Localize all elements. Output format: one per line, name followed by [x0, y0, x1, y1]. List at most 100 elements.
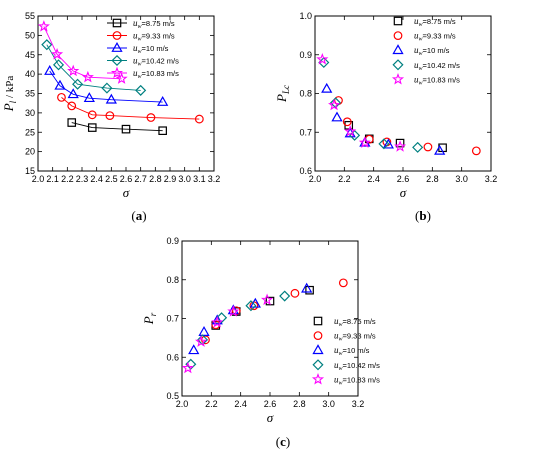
- panel-caption: (b): [415, 208, 431, 223]
- data-point: [261, 293, 274, 306]
- y-tick-label: 40: [25, 69, 35, 79]
- data-point: [279, 290, 291, 302]
- legend-symbol: u: [334, 360, 339, 370]
- legend-subscript: w: [339, 337, 343, 343]
- plot-frame: [314, 15, 492, 172]
- series-5: [181, 293, 274, 374]
- y-tick-label: 45: [25, 50, 35, 60]
- data-point: [181, 361, 194, 374]
- legend-marker: [112, 18, 122, 28]
- x-tick-label: 2.8: [426, 174, 439, 184]
- data-point: [290, 288, 300, 298]
- data-point: [57, 92, 66, 102]
- legend-item: uw=10 m/s: [392, 44, 450, 57]
- legend-subscript: w: [339, 322, 343, 328]
- legend-value: =10.83 m/s: [142, 69, 180, 78]
- caption-letter: b: [419, 208, 426, 223]
- x-tick-label: 2.0: [176, 399, 189, 409]
- data-point: [198, 326, 210, 336]
- caption-close: ): [427, 208, 431, 223]
- series-line: [71, 122, 163, 132]
- legend-item: uw=10.83 m/s: [391, 73, 460, 86]
- data-point: [87, 110, 97, 120]
- data-point: [52, 59, 65, 71]
- legend-subscript: w: [138, 24, 142, 30]
- series-2: [201, 278, 348, 345]
- x-tick-label: 2.2: [205, 399, 218, 409]
- series-1: [344, 120, 447, 153]
- legend-label: uw=10.42 m/s: [334, 360, 380, 372]
- legend-marker: [111, 41, 123, 52]
- legend-marker: [312, 344, 324, 355]
- series-5: [37, 20, 128, 84]
- y-tick-label: 25: [25, 127, 35, 137]
- y-tick-label: 20: [25, 147, 35, 157]
- caption-open: (: [415, 208, 419, 223]
- legend-item: uw=10.42 m/s: [107, 54, 179, 68]
- x-tick-label: 3.0: [455, 174, 468, 184]
- legend-marker: [112, 31, 122, 40]
- data-point: [194, 114, 204, 124]
- legend-value: =8.75 m/s: [423, 17, 456, 26]
- data-point: [412, 141, 424, 153]
- data-point: [331, 111, 343, 122]
- data-point: [135, 84, 147, 96]
- data-point: [87, 123, 97, 132]
- legend-value: =10 m/s: [423, 46, 450, 55]
- legend-item: uw=10 m/s: [107, 41, 169, 55]
- legend: uw=8.75 m/suw=9.33 m/suw=10 m/suw=10.42 …: [311, 316, 380, 386]
- data-point: [101, 82, 113, 94]
- legend-marker: [392, 44, 404, 55]
- x-tick-label: 2.4: [234, 399, 247, 409]
- x-tick-label: 2.9: [164, 174, 177, 184]
- data-point: [67, 88, 79, 99]
- data-point: [245, 300, 257, 312]
- legend-symbol: u: [133, 68, 138, 78]
- legend-marker: [391, 73, 405, 85]
- x-tick-label: 3.2: [352, 399, 365, 409]
- data-point: [188, 344, 200, 355]
- caption-close: ): [142, 208, 146, 223]
- legend-subscript: w: [339, 380, 343, 386]
- data-point: [37, 20, 50, 32]
- x-tick-label: 2.3: [76, 174, 89, 184]
- legend-subscript: w: [419, 80, 423, 86]
- legend-item: uw=9.33 m/s: [313, 331, 376, 343]
- y-axis-label-sub: r: [148, 312, 158, 316]
- legend-subscript: w: [419, 37, 423, 43]
- legend-symbol: u: [414, 60, 419, 70]
- series-5: [316, 53, 407, 152]
- y-tick-label: 15: [25, 166, 35, 176]
- legend-item: uw=10.83 m/s: [107, 66, 180, 80]
- x-tick-label: 2.0: [309, 174, 322, 184]
- series-2: [57, 92, 204, 124]
- legend-symbol: u: [133, 43, 138, 53]
- x-tick-label: 2.1: [46, 174, 59, 184]
- x-axis-label: σ: [123, 185, 130, 200]
- legend-item: uw=10.42 m/s: [392, 59, 461, 72]
- data-point: [358, 136, 371, 148]
- legend-label: uw=10 m/s: [133, 43, 169, 55]
- legend-label: uw=10 m/s: [334, 345, 370, 357]
- y-tick-label: 30: [25, 108, 35, 118]
- data-point: [67, 101, 77, 111]
- legend-value: =10.42 m/s: [423, 61, 461, 70]
- y-axis-label-main: P: [1, 103, 16, 112]
- legend-symbol: u: [334, 345, 339, 355]
- legend-value: =8.75 m/s: [343, 317, 376, 326]
- data-point: [328, 98, 341, 111]
- data-point: [105, 111, 115, 120]
- panel-caption: (c): [276, 434, 290, 449]
- legend-item: uw=10.83 m/s: [311, 373, 380, 386]
- data-point: [115, 72, 128, 84]
- y-tick-label: 0.5: [166, 391, 179, 401]
- data-point: [301, 282, 313, 293]
- legend-label: uw=10 m/s: [414, 45, 450, 57]
- y-axis-label: Pl / kPa: [1, 76, 18, 113]
- x-tick-label: 3.0: [322, 399, 335, 409]
- y-tick-label: 0.8: [299, 89, 312, 99]
- series-4: [41, 39, 147, 96]
- data-point: [81, 70, 94, 83]
- legend-marker: [312, 359, 324, 371]
